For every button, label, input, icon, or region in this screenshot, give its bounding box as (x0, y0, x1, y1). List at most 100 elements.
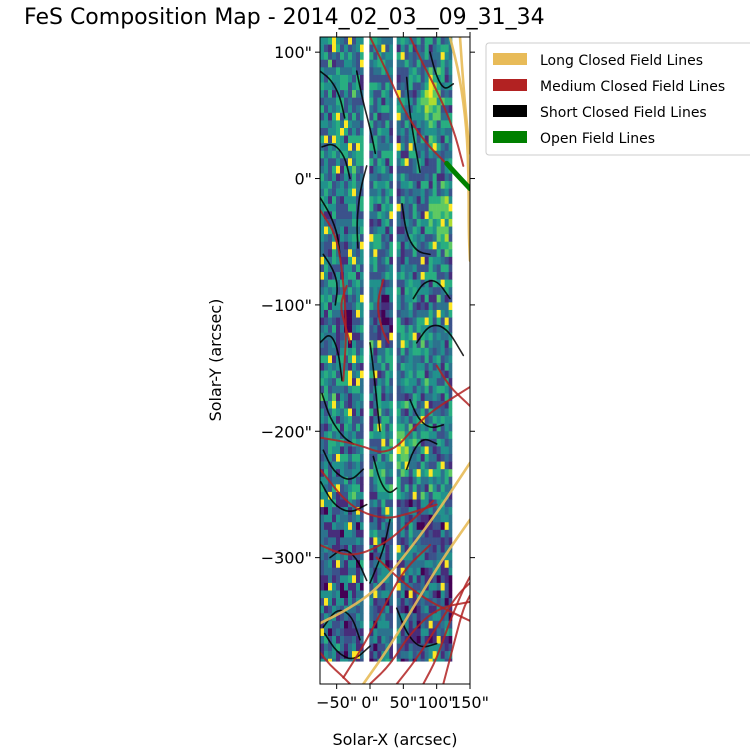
heatmap-cell (381, 203, 386, 212)
heatmap-cell (389, 143, 393, 152)
heatmap-cell (336, 150, 341, 159)
heatmap-cell (352, 294, 357, 303)
heatmap-cell (340, 416, 345, 424)
heatmap-cell (440, 196, 445, 205)
heatmap-cell (396, 431, 401, 440)
heatmap-cell (412, 37, 417, 45)
heatmap-cell (420, 423, 425, 432)
heatmap-cell (408, 461, 413, 470)
heatmap-cell (416, 97, 421, 106)
heatmap-cell (352, 628, 357, 637)
heatmap-cell (448, 188, 453, 197)
heatmap-cell (381, 446, 386, 455)
heatmap-cell (436, 105, 441, 114)
heatmap-cell (340, 37, 345, 45)
heatmap-cell (396, 256, 401, 265)
heatmap-cell (381, 279, 386, 288)
heatmap-cell (404, 332, 409, 341)
heatmap-cell (385, 127, 390, 136)
heatmap-cell (424, 446, 429, 455)
heatmap-cell (412, 211, 417, 220)
heatmap-cell (444, 507, 449, 515)
heatmap-cell (320, 582, 325, 591)
heatmap-cell (400, 363, 405, 371)
heatmap-cell (389, 279, 393, 288)
heatmap-cell (444, 211, 449, 220)
heatmap-cell (373, 234, 378, 243)
heatmap-cell (373, 491, 378, 500)
heatmap-cell (320, 522, 325, 531)
heatmap-cell (400, 613, 405, 622)
heatmap-cell (400, 135, 405, 144)
heatmap-cell (340, 234, 345, 243)
heatmap-cell (324, 287, 329, 296)
heatmap-cell (432, 446, 437, 455)
heatmap-cell (428, 249, 433, 258)
heatmap-cell (352, 582, 357, 591)
heatmap-cell (340, 423, 345, 432)
heatmap-cell (404, 158, 409, 167)
heatmap-cell (377, 529, 382, 538)
heatmap-cell (356, 287, 361, 296)
heatmap-cell (412, 438, 417, 447)
heatmap-cell (385, 158, 390, 167)
heatmap-cell (320, 97, 325, 106)
heatmap-cell (320, 400, 325, 409)
heatmap-cell (324, 127, 329, 136)
heatmap-cell (424, 37, 429, 45)
heatmap-cell (424, 120, 429, 129)
heatmap-cell (385, 44, 390, 53)
heatmap-cell (360, 173, 364, 182)
heatmap-cell (336, 628, 341, 637)
heatmap-cell (385, 476, 390, 485)
heatmap-cell (428, 446, 433, 455)
heatmap-cell (356, 514, 361, 523)
heatmap-cell (373, 613, 378, 622)
short-field-line (409, 398, 445, 429)
heatmap-cell (385, 279, 390, 288)
heatmap-cell (436, 317, 441, 326)
heatmap-cell (320, 203, 325, 212)
heatmap-cell (385, 552, 390, 561)
heatmap-cell (344, 97, 349, 106)
heatmap-cell (385, 454, 390, 462)
heatmap-cell (416, 567, 421, 576)
heatmap-cell (432, 256, 437, 265)
heatmap-cell (320, 393, 325, 402)
heatmap-cell (369, 385, 374, 394)
heatmap-cell (348, 120, 353, 129)
heatmap-cell (428, 203, 433, 212)
heatmap-cell (424, 643, 429, 652)
heatmap-cell (373, 165, 378, 174)
heatmap-cell (320, 44, 325, 53)
heatmap-cell (416, 469, 421, 478)
heatmap-cell (328, 287, 333, 296)
heatmap-cell (432, 522, 437, 531)
heatmap-cell (404, 112, 409, 121)
heatmap-cell (436, 393, 441, 402)
y-tick-label: −100" (261, 296, 312, 315)
heatmap-cell (320, 613, 325, 622)
heatmap-cell (408, 438, 413, 447)
heatmap-cell (416, 317, 421, 326)
heatmap-cell (332, 514, 337, 523)
heatmap-cell (352, 52, 357, 61)
heatmap-cell (416, 173, 421, 182)
heatmap-cell (396, 302, 401, 311)
heatmap-cell (356, 332, 361, 341)
heatmap-cell (440, 249, 445, 258)
heatmap-cell (328, 112, 333, 121)
heatmap-cell (381, 302, 386, 311)
heatmap-cell (400, 628, 405, 637)
heatmap-cell (352, 499, 357, 508)
heatmap-cell (356, 431, 361, 440)
heatmap-cell (416, 575, 421, 584)
heatmap-cell (412, 393, 417, 402)
heatmap-cell (348, 196, 353, 205)
heatmap-cell (369, 249, 374, 258)
heatmap-cell (352, 279, 357, 288)
heatmap-cell (377, 431, 382, 440)
heatmap-cell (424, 423, 429, 432)
heatmap-cell (381, 188, 386, 197)
heatmap-cell (377, 476, 382, 485)
